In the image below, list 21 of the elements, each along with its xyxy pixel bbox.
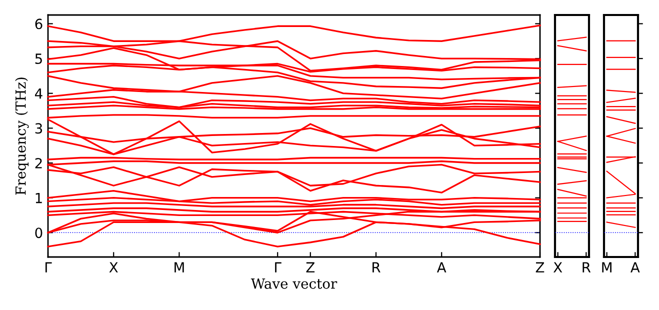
x-tick-label: X bbox=[109, 262, 118, 272]
x-tick-label: M bbox=[174, 262, 184, 272]
x-axis-title: Wave vector bbox=[250, 278, 338, 289]
x-tick-label: M bbox=[602, 262, 612, 272]
x-tick-label: A bbox=[436, 262, 446, 272]
x-tick-label: R bbox=[582, 262, 591, 272]
y-tick-label: 5 bbox=[35, 54, 42, 64]
x-tick-label: X bbox=[553, 262, 562, 272]
y-tick-label: 3 bbox=[35, 123, 42, 134]
x-tick-label: A bbox=[630, 262, 640, 272]
y-tick-label: 6 bbox=[35, 18, 42, 30]
x-tick-label: Γ bbox=[45, 262, 52, 272]
y-tick-label: 1 bbox=[36, 192, 42, 204]
y-tick-label: 0 bbox=[35, 228, 42, 238]
x-tick-label: Z bbox=[306, 262, 315, 272]
y-tick-label: 4 bbox=[34, 88, 42, 99]
y-tick-label: 2 bbox=[35, 158, 42, 168]
y-axis-title: Frequency (THz) bbox=[15, 78, 29, 195]
x-tick-label: R bbox=[372, 262, 380, 272]
x-tick-label: Γ bbox=[275, 262, 282, 272]
x-tick-label: Z bbox=[536, 262, 544, 272]
